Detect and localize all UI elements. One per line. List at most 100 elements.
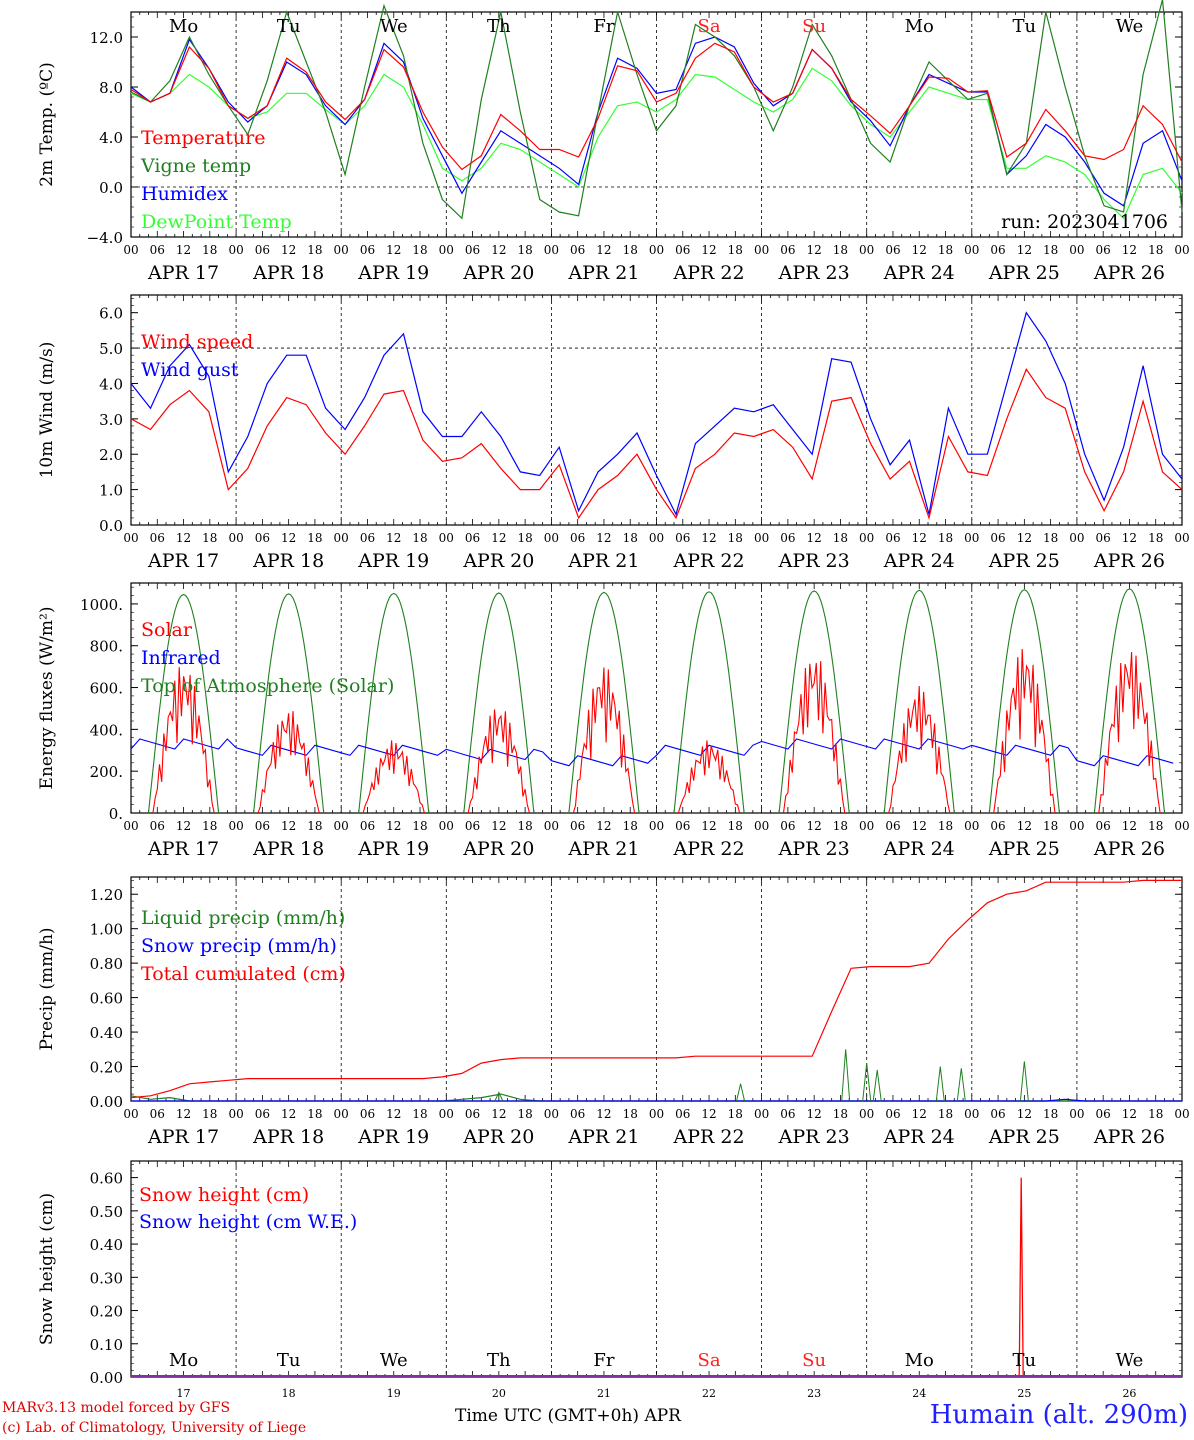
hour-tick-label: 06 <box>990 819 1005 833</box>
hour-tick-label: 00 <box>228 819 243 833</box>
day-label: APR 20 <box>462 838 534 860</box>
toa-solar-arc <box>883 589 955 814</box>
y-axis-label: Snow height (cm) <box>37 1193 57 1345</box>
y-axis-label: Precip (mm/h) <box>37 927 57 1050</box>
hour-tick-label: 06 <box>255 243 270 257</box>
hour-tick-label: 00 <box>1174 531 1189 545</box>
series-line <box>130 67 1183 220</box>
hour-tick-label: 18 <box>728 531 743 545</box>
y-tick-label: 4.0 <box>99 375 123 393</box>
y-tick-label: 0.60 <box>90 1170 123 1188</box>
hour-tick-label: 00 <box>1174 1107 1189 1121</box>
hour-tick-label: 06 <box>360 819 375 833</box>
hour-tick-label: 12 <box>386 531 401 545</box>
hour-tick-label: 00 <box>859 819 874 833</box>
day-label: APR 24 <box>883 1126 955 1148</box>
hour-tick-label: 06 <box>675 531 690 545</box>
day-label: APR 24 <box>883 838 955 860</box>
hour-tick-label: 06 <box>465 819 480 833</box>
weekday-label: Su <box>802 1350 826 1371</box>
weekday-label: Mo <box>169 1350 198 1371</box>
day-label: APR 22 <box>673 1126 745 1148</box>
day-label: APR 19 <box>357 1126 429 1148</box>
day-label: APR 18 <box>252 838 324 860</box>
total-cumulated-line <box>130 879 1182 1099</box>
hour-tick-label: 12 <box>912 1107 927 1121</box>
hour-tick-label: 12 <box>491 819 506 833</box>
solar-line <box>677 740 741 814</box>
hour-tick-label: 00 <box>228 243 243 257</box>
weekday-label: Tu <box>277 1350 301 1371</box>
weekday-label: Fr <box>593 16 614 37</box>
hour-tick-label: 06 <box>570 531 585 545</box>
toa-solar-arc <box>147 593 220 814</box>
hour-tick-label: 12 <box>386 819 401 833</box>
hour-tick-label: 00 <box>964 819 979 833</box>
hour-tick-label: 00 <box>964 531 979 545</box>
hour-tick-label: 18 <box>623 243 638 257</box>
hour-tick-label: 18 <box>412 1107 427 1121</box>
hour-tick-label: 12 <box>701 819 716 833</box>
liquid-precip-spike <box>862 1063 872 1102</box>
day-label: APR 18 <box>252 550 324 572</box>
hour-tick-label: 18 <box>517 1107 532 1121</box>
day-label: APR 17 <box>147 262 219 284</box>
legend-entry: Total cumulated (cm) <box>141 963 346 985</box>
toa-solar-arc <box>673 591 745 814</box>
hour-tick-label: 00 <box>334 1107 349 1121</box>
snow-day-number: 23 <box>807 1387 821 1400</box>
legend-entry: Wind speed <box>141 331 253 353</box>
hour-tick-label: 06 <box>1096 819 1111 833</box>
hour-tick-label: 18 <box>728 819 743 833</box>
hour-tick-label: 06 <box>675 819 690 833</box>
hour-tick-label: 12 <box>596 243 611 257</box>
hour-tick-label: 00 <box>439 819 454 833</box>
series-line <box>130 42 1183 171</box>
wind-panel: 0.0 1.0 2.0 3.0 4.0 5.0 6.0 10m Wind (m/s) 00 06 1… <box>37 294 1190 572</box>
snow-day-number: 20 <box>492 1387 506 1400</box>
hour-tick-label: 06 <box>150 531 165 545</box>
plot-frame <box>130 11 1183 238</box>
y-tick-label: 200. <box>90 763 123 781</box>
hour-tick-label: 18 <box>938 243 953 257</box>
infrared-line <box>130 738 1174 767</box>
hour-tick-label: 18 <box>833 1107 848 1121</box>
y-tick-label: 0.00 <box>90 1093 123 1111</box>
toa-solar-arc <box>358 592 430 814</box>
y-tick-label: 8.0 <box>99 79 123 97</box>
hour-tick-label: 12 <box>491 243 506 257</box>
day-label: APR 21 <box>567 550 639 572</box>
hour-tick-label: 00 <box>649 243 664 257</box>
hour-tick-label: 12 <box>386 1107 401 1121</box>
hour-tick-label: 18 <box>202 1107 217 1121</box>
hour-tick-label: 12 <box>1017 243 1032 257</box>
hour-tick-label: 00 <box>439 1107 454 1121</box>
legend-entry: DewPoint Temp <box>141 211 292 233</box>
y-axis-label: 10m Wind (m/s) <box>37 342 57 479</box>
hour-tick-label: 06 <box>570 1107 585 1121</box>
hour-tick-label: 06 <box>1096 1107 1111 1121</box>
hour-tick-label: 06 <box>150 243 165 257</box>
hour-tick-label: 06 <box>465 531 480 545</box>
snow-day-number: 25 <box>1017 1387 1031 1400</box>
y-tick-label: 0.40 <box>90 1236 123 1254</box>
liquid-precip-spike <box>956 1068 966 1102</box>
footer-time-label: Time UTC (GMT+0h) APR <box>455 1406 681 1426</box>
hour-tick-label: 18 <box>1043 243 1058 257</box>
hour-tick-label: 00 <box>123 1107 138 1121</box>
weekday-label: Th <box>487 16 511 37</box>
hour-tick-label: 18 <box>1148 243 1163 257</box>
legend-entry: Snow height (cm W.E.) <box>139 1211 357 1233</box>
weekday-label: Tu <box>1013 1350 1037 1371</box>
day-label: APR 19 <box>357 550 429 572</box>
hour-tick-label: 12 <box>1122 1107 1137 1121</box>
weekday-label: Mo <box>905 1350 934 1371</box>
y-axis-label: 2m Temp. (ºC) <box>37 62 57 187</box>
legend-entry: Snow precip (mm/h) <box>141 935 337 957</box>
series-line <box>130 311 1183 517</box>
hour-tick-label: 00 <box>228 1107 243 1121</box>
hour-tick-label: 06 <box>780 531 795 545</box>
hour-tick-label: 18 <box>623 819 638 833</box>
y-tick-label: 0. <box>109 805 123 823</box>
day-label: APR 23 <box>778 1126 850 1148</box>
